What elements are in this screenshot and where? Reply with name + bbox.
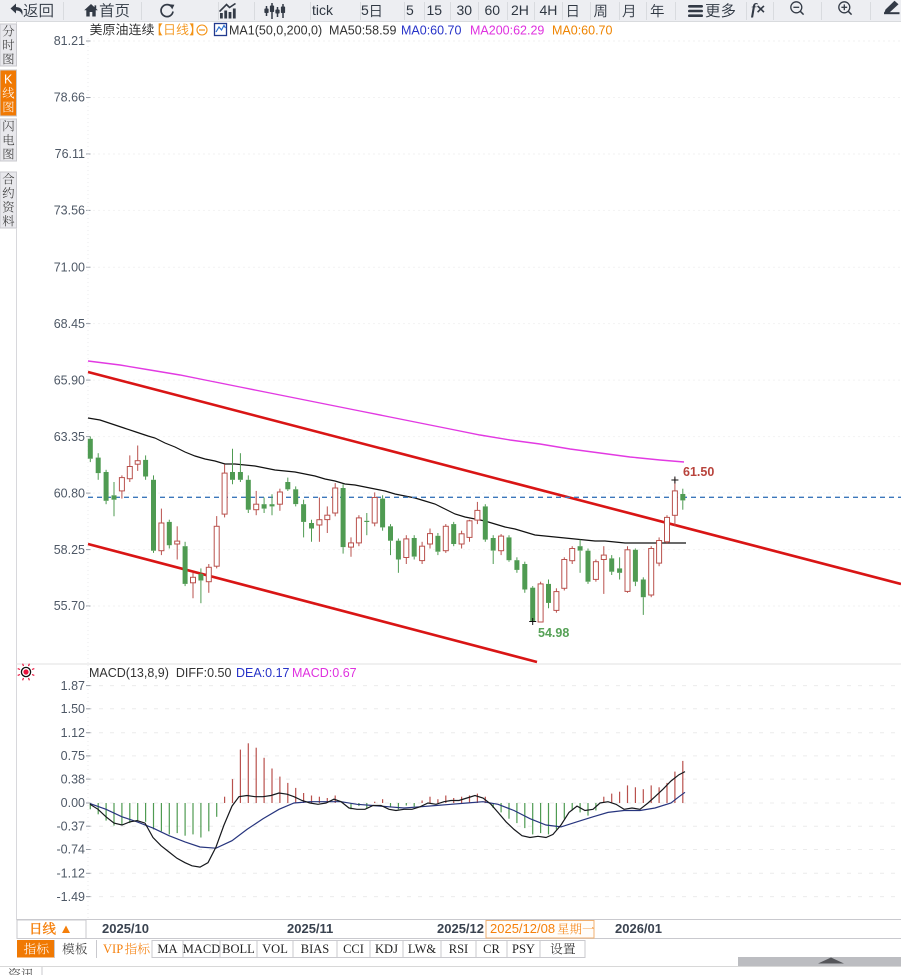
svg-text:CCI: CCI (343, 942, 364, 956)
svg-text:55.70: 55.70 (54, 599, 85, 613)
svg-text:76.11: 76.11 (55, 147, 85, 161)
svg-text:MA: MA (157, 942, 177, 956)
svg-text:MA0:60.70: MA0:60.70 (552, 24, 613, 38)
svg-text:DEA:0.17: DEA:0.17 (236, 666, 290, 680)
svg-text:0.75: 0.75 (61, 749, 85, 763)
svg-text:73.56: 73.56 (54, 204, 85, 218)
svg-text:58.25: 58.25 (54, 543, 85, 557)
svg-text:61.50: 61.50 (683, 465, 714, 479)
svg-text:MA1(50,0,200,0) MA50:58.59: MA1(50,0,200,0) MA50:58.59 (229, 24, 397, 38)
svg-text:BOLL: BOLL (222, 942, 255, 956)
svg-text:2025/12/08: 2025/12/08 (490, 921, 555, 936)
svg-text:VOL: VOL (262, 942, 288, 956)
svg-text:54.98: 54.98 (538, 626, 569, 640)
svg-text:71.00: 71.00 (54, 260, 85, 274)
svg-text:-1.49: -1.49 (57, 890, 86, 904)
svg-text:-0.74: -0.74 (57, 843, 86, 857)
svg-text:2025/11: 2025/11 (287, 921, 333, 936)
svg-text:78.66: 78.66 (54, 91, 85, 105)
svg-text:RSI: RSI (449, 942, 468, 956)
svg-text:68.45: 68.45 (54, 317, 85, 331)
svg-text:CR: CR (483, 942, 500, 956)
svg-text:2025/10: 2025/10 (102, 921, 149, 936)
svg-text:K: K (4, 73, 13, 87)
svg-text:-0.37: -0.37 (57, 819, 86, 833)
svg-text:-1.12: -1.12 (57, 867, 86, 881)
svg-text:65.90: 65.90 (54, 373, 85, 387)
svg-text:0.00: 0.00 (61, 796, 85, 810)
svg-text:MACD(13,8,9) DIFF:0.50: MACD(13,8,9) DIFF:0.50 (89, 666, 231, 680)
svg-text:VIP: VIP (103, 942, 123, 956)
svg-text:0.38: 0.38 (61, 772, 85, 786)
svg-text:MACD:0.67: MACD:0.67 (292, 666, 357, 680)
svg-text:BIAS: BIAS (301, 942, 330, 956)
svg-text:60.80: 60.80 (54, 486, 85, 500)
svg-text:MA200:62.29: MA200:62.29 (470, 24, 544, 38)
svg-text:2025/12: 2025/12 (437, 921, 484, 936)
svg-text:LW&: LW& (408, 942, 437, 956)
svg-text:1.50: 1.50 (61, 702, 85, 716)
svg-text:1.87: 1.87 (61, 679, 85, 693)
svg-text:MACD: MACD (183, 942, 221, 956)
svg-text:PSY: PSY (512, 942, 535, 956)
svg-text:MA0:60.70: MA0:60.70 (401, 24, 462, 38)
svg-text:1.12: 1.12 (61, 726, 85, 740)
svg-text:81.21: 81.21 (54, 34, 85, 48)
svg-text:2026/01: 2026/01 (615, 921, 662, 936)
svg-text:63.35: 63.35 (54, 430, 85, 444)
svg-text:KDJ: KDJ (375, 942, 398, 956)
